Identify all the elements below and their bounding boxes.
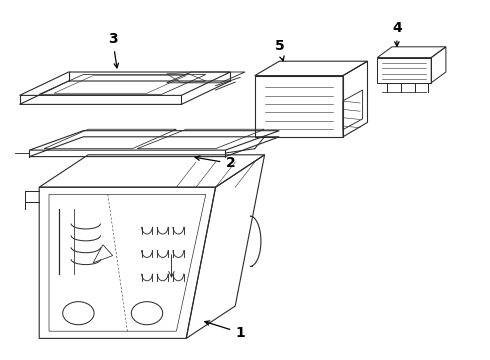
- Text: 3: 3: [108, 32, 119, 68]
- Text: 2: 2: [195, 156, 235, 170]
- Text: 1: 1: [205, 321, 245, 339]
- Text: 4: 4: [392, 21, 402, 46]
- Text: 5: 5: [274, 39, 284, 61]
